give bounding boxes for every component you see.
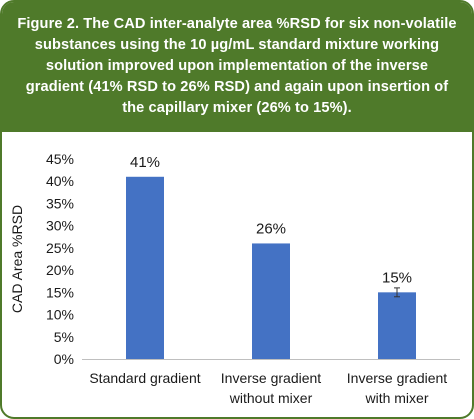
y-axis-title: CAD Area %RSD (9, 205, 25, 313)
x-category-label: Inverse gradient without mixer (221, 370, 322, 406)
y-tick-label: 5% (54, 329, 74, 345)
bar (252, 243, 290, 359)
data-label: 26% (256, 220, 286, 237)
data-label: 15% (382, 269, 412, 286)
y-tick-label: 0% (54, 351, 74, 367)
bar (126, 176, 164, 359)
y-tick-label: 30% (46, 218, 74, 234)
y-tick-label: 20% (46, 262, 74, 278)
y-tick-label: 45% (46, 151, 74, 167)
y-tick-label: 25% (46, 240, 74, 256)
x-category-label: Standard gradient (89, 370, 200, 386)
y-tick-label: 35% (46, 195, 74, 211)
bar (378, 292, 416, 359)
figure-header: Figure 2. The CAD inter-analyte area %RS… (2, 2, 472, 132)
y-tick-label: 15% (46, 284, 74, 300)
x-category-label: Inverse gradient with mixer (347, 370, 448, 406)
data-label: 41% (130, 154, 160, 171)
y-tick-label: 10% (46, 307, 74, 323)
bar-chart: CAD Area %RSD 0% 5% 10% 15% 20% 25% 30% 35% 40% 45… (9, 151, 460, 406)
y-tick-label: 40% (46, 173, 74, 189)
figure-caption: Figure 2. The CAD inter-analyte area %RS… (17, 15, 457, 116)
